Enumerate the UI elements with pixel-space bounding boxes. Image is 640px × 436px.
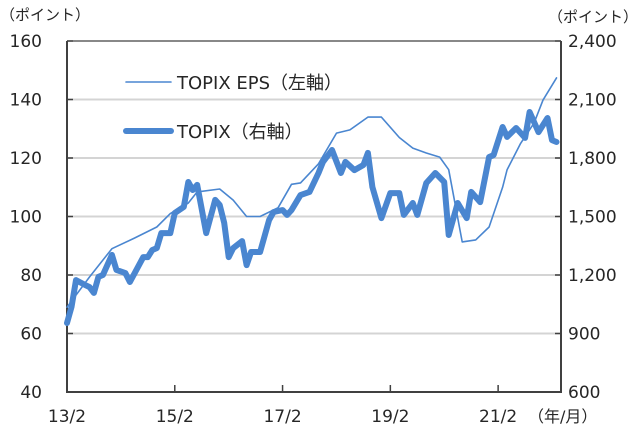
legend-label: TOPIX EPS（左軸）	[176, 73, 342, 94]
series-layer	[64, 77, 560, 326]
right-tick-label: 1,800	[568, 149, 617, 169]
left-tick-label: 80	[20, 266, 42, 286]
axis-frame	[66, 41, 562, 393]
left-tick-label: 100	[10, 208, 42, 228]
right-tick-label: 600	[568, 383, 600, 403]
right-tick-label: 2,400	[568, 32, 617, 52]
axes	[66, 40, 562, 393]
gridlines	[67, 98, 561, 335]
x-tick-label: 15/2	[156, 407, 194, 427]
left-axis-unit: （ポイント）	[0, 6, 90, 24]
tick-labels: 40 60 80 100 120 140 160 600 900 1,200 1,500 1,800 2…	[10, 32, 617, 427]
x-tick-label: 17/2	[263, 407, 301, 427]
left-tick-label: 160	[10, 32, 42, 52]
legend: TOPIX EPS（左軸） TOPIX（右軸）	[123, 73, 342, 143]
left-tick-label: 120	[10, 149, 42, 169]
right-tick-label: 2,100	[568, 91, 617, 111]
topix-line	[64, 109, 560, 326]
x-tick-label: 19/2	[371, 407, 409, 427]
left-tick-label: 140	[10, 91, 42, 111]
left-tick-label: 60	[20, 325, 42, 345]
x-tick-label: 13/2	[48, 407, 86, 427]
x-axis-unit: （年/月）	[528, 407, 597, 426]
right-axis-unit: （ポイント）	[548, 8, 638, 26]
left-tick-label: 40	[20, 383, 42, 403]
right-tick-label: 900	[568, 325, 600, 345]
right-tick-label: 1,500	[568, 208, 617, 228]
right-tick-label: 1,200	[568, 266, 617, 286]
legend-label: TOPIX（右軸）	[176, 122, 303, 143]
x-tick-label: 21/2	[479, 407, 517, 427]
